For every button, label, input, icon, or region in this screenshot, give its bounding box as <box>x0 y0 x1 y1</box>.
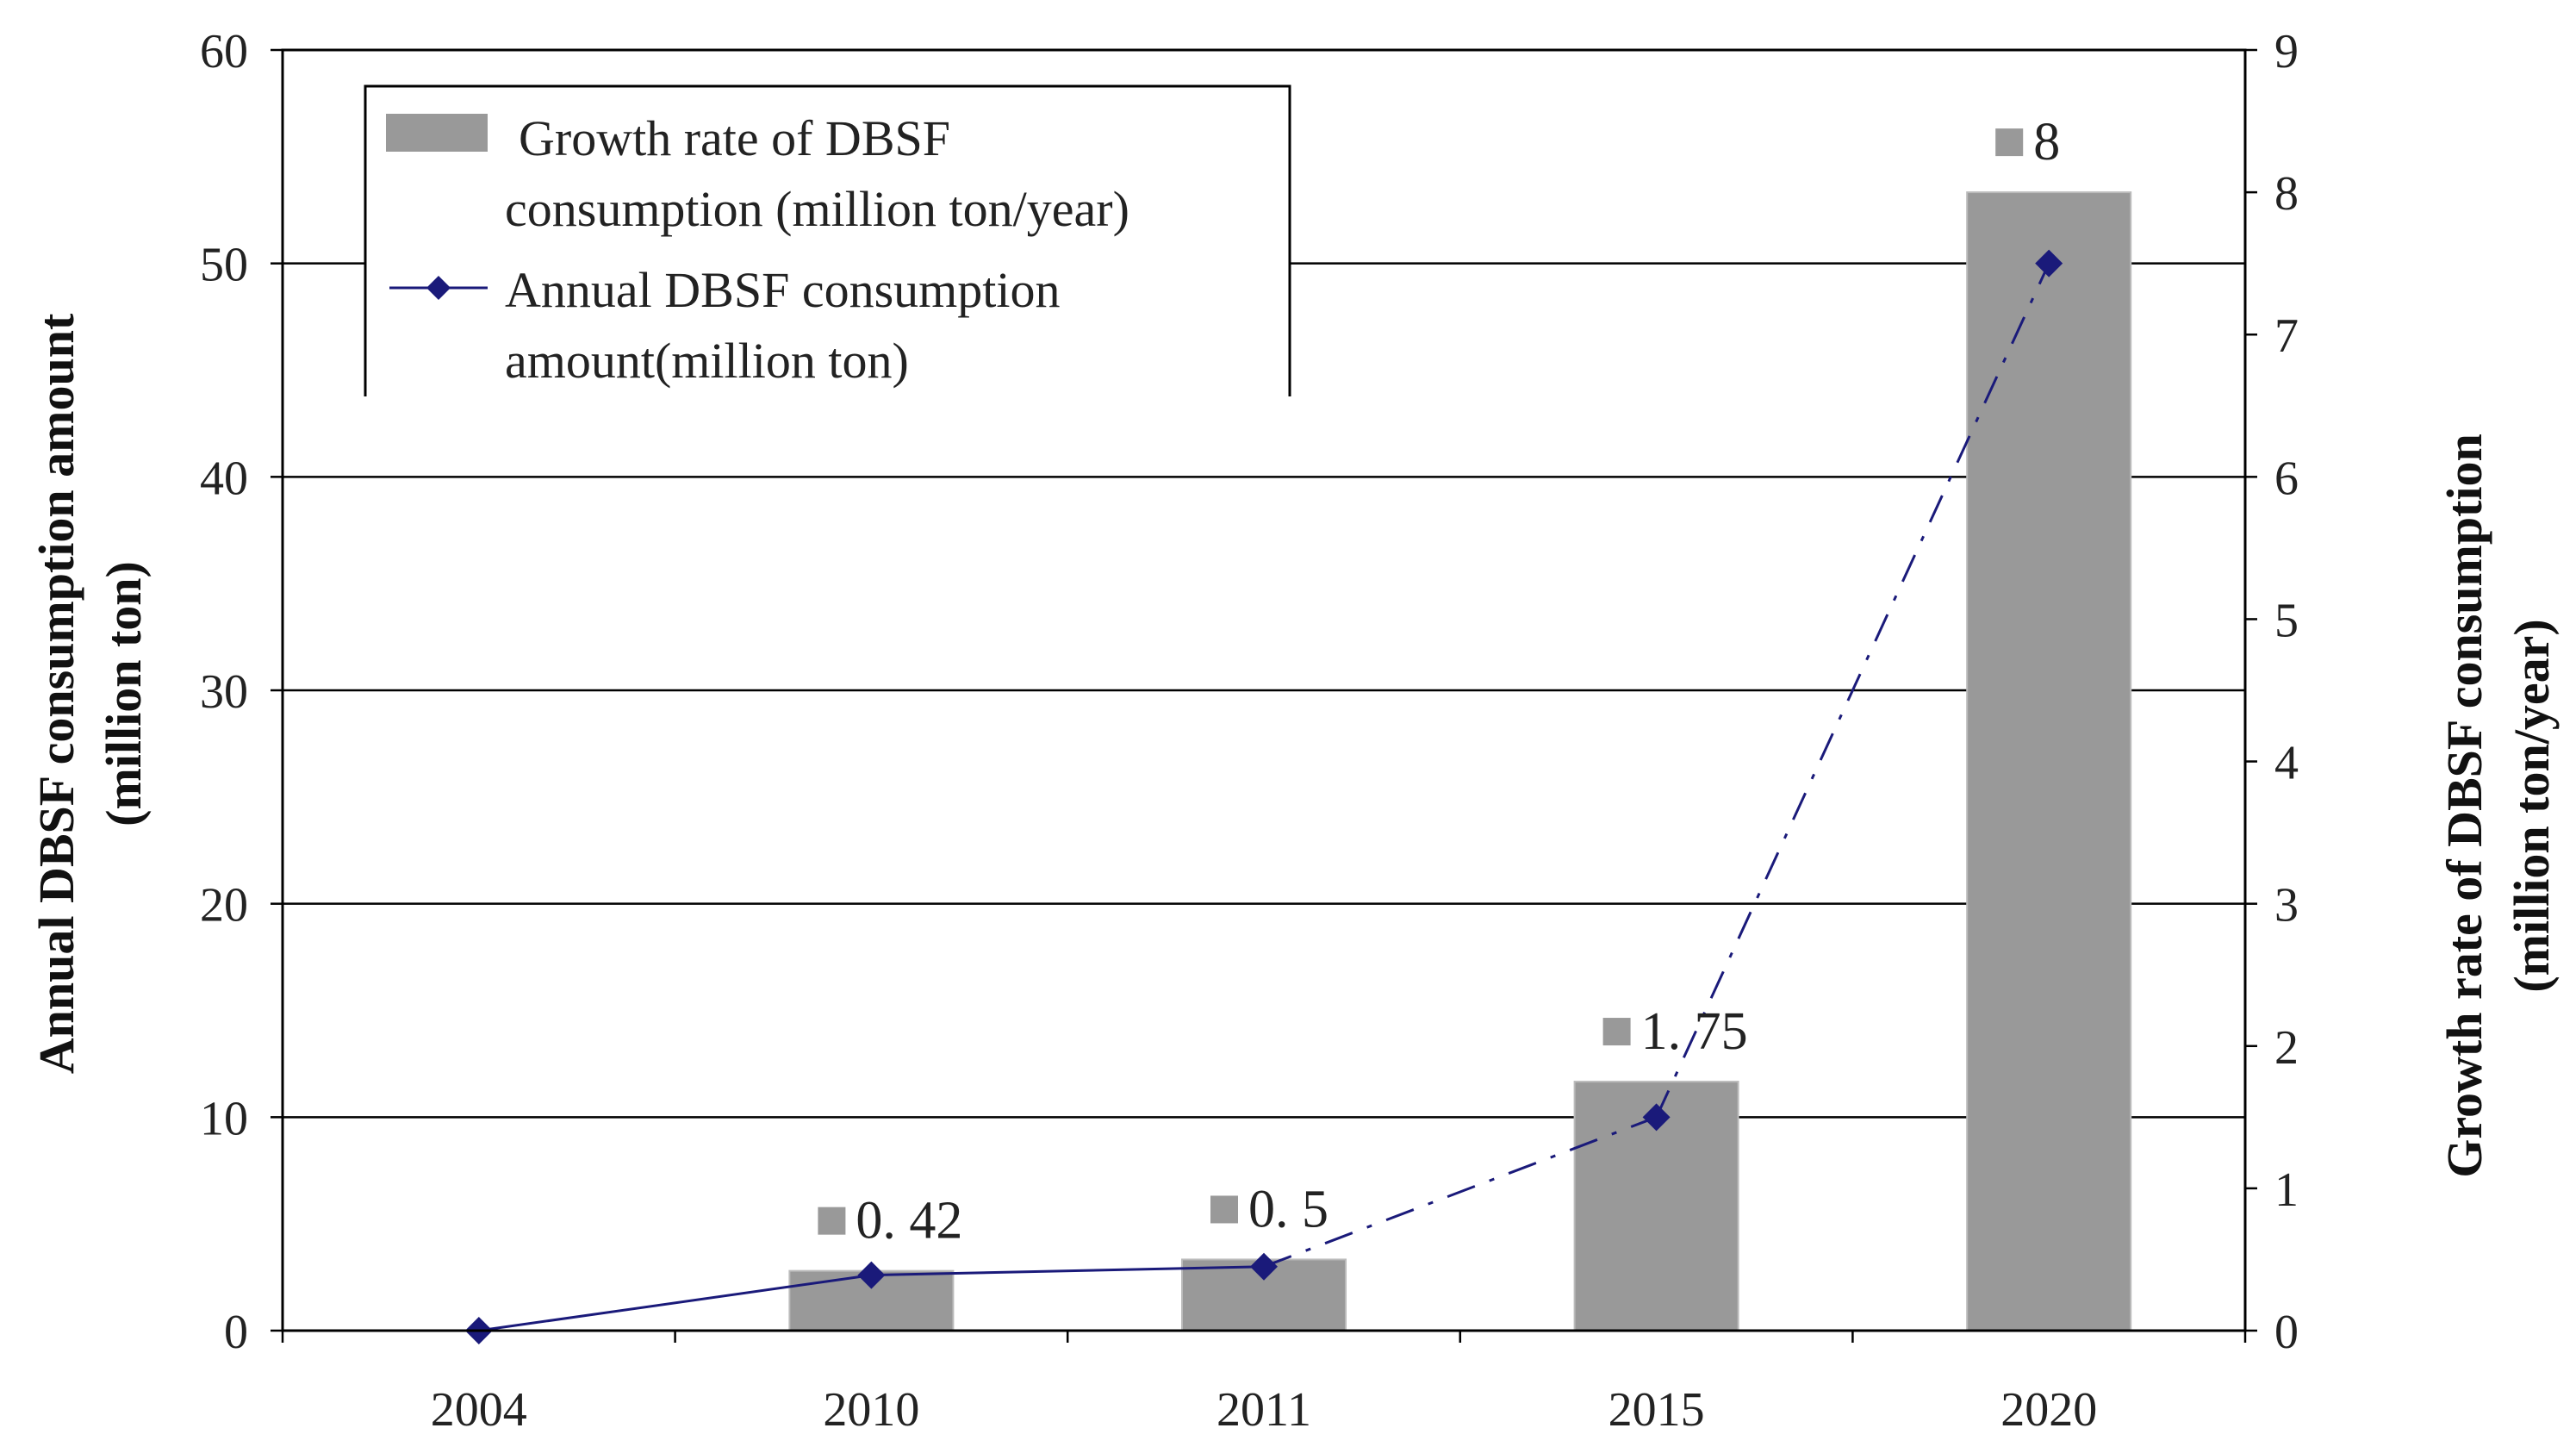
right-tick-label: 4 <box>2274 737 2299 790</box>
line-point <box>1250 1252 1278 1281</box>
line-point <box>2035 249 2063 278</box>
x-tick-label: 2004 <box>431 1383 527 1437</box>
line-segment <box>1263 1115 1658 1269</box>
legend: Growth rate of DBSF consumption (million… <box>364 84 1291 396</box>
x-tick-label: 2020 <box>2000 1383 2097 1437</box>
right-tick-label: 6 <box>2274 452 2299 505</box>
left-tick-label: 40 <box>200 452 248 505</box>
bar-data-label: 0. 42 <box>856 1192 962 1250</box>
right-tick-label: 7 <box>2274 309 2299 363</box>
legend-line-label: Annual DBSF consumption <box>505 262 1061 318</box>
right-tick-label: 8 <box>2274 167 2299 221</box>
data-label-swatch <box>1210 1195 1238 1224</box>
left-tick-label: 10 <box>200 1092 248 1145</box>
right-tick-label: 0 <box>2274 1306 2299 1359</box>
left-axis-title: Annual DBSF consumption amount <box>28 313 84 1074</box>
left-tick-label: 0 <box>224 1306 248 1359</box>
bar-data-labels: 0. 42 0. 5 1. 75 8 <box>818 113 2060 1250</box>
x-axis-ticks: 2004 2010 2011 2015 2020 <box>281 1331 2247 1437</box>
bar-data-label: 8 <box>2033 113 2060 171</box>
right-tick-label: 3 <box>2274 879 2299 932</box>
legend-bar-label-line2: consumption (million ton/year) <box>505 181 1129 237</box>
x-tick-label: 2015 <box>1608 1383 1705 1437</box>
bar <box>1966 191 2132 1332</box>
left-axis-ticks: 0 10 20 30 40 50 60 <box>200 25 283 1359</box>
line-segment <box>1655 263 2050 1118</box>
left-tick-label: 60 <box>200 25 248 78</box>
right-axis-title: Growth rate of DBSF consumption <box>2436 433 2492 1178</box>
right-tick-label: 9 <box>2274 25 2299 78</box>
right-axis-title-unit: (million ton/year) <box>2504 619 2560 992</box>
bar-data-label: 0. 5 <box>1248 1180 1328 1238</box>
data-label-swatch <box>818 1207 846 1235</box>
data-label-swatch <box>1602 1018 1631 1046</box>
right-tick-label: 1 <box>2274 1163 2299 1217</box>
right-tick-label: 2 <box>2274 1021 2299 1075</box>
legend-line-label-line2: amount(million ton) <box>505 333 909 389</box>
bar-data-label: 1. 75 <box>1641 1002 1748 1061</box>
line-point <box>857 1261 886 1289</box>
left-axis-title-unit: (million ton) <box>96 561 152 826</box>
data-label-swatch <box>1995 128 2024 157</box>
line-segment <box>478 1274 872 1332</box>
right-axis-ticks: 0 1 2 3 4 5 6 7 8 9 <box>2245 25 2299 1359</box>
legend-bar-label: Growth rate of DBSF <box>519 110 950 166</box>
x-tick-label: 2010 <box>823 1383 919 1437</box>
line-point <box>1642 1103 1671 1132</box>
legend-bar-swatch <box>386 114 488 152</box>
legend-frame <box>364 84 1291 396</box>
x-tick-label: 2011 <box>1216 1383 1311 1437</box>
left-tick-label: 20 <box>200 879 248 932</box>
left-tick-label: 50 <box>200 239 248 292</box>
left-tick-label: 30 <box>200 665 248 719</box>
right-tick-label: 5 <box>2274 594 2299 647</box>
line-segment <box>871 1265 1265 1277</box>
legend-diamond-marker <box>426 276 451 300</box>
